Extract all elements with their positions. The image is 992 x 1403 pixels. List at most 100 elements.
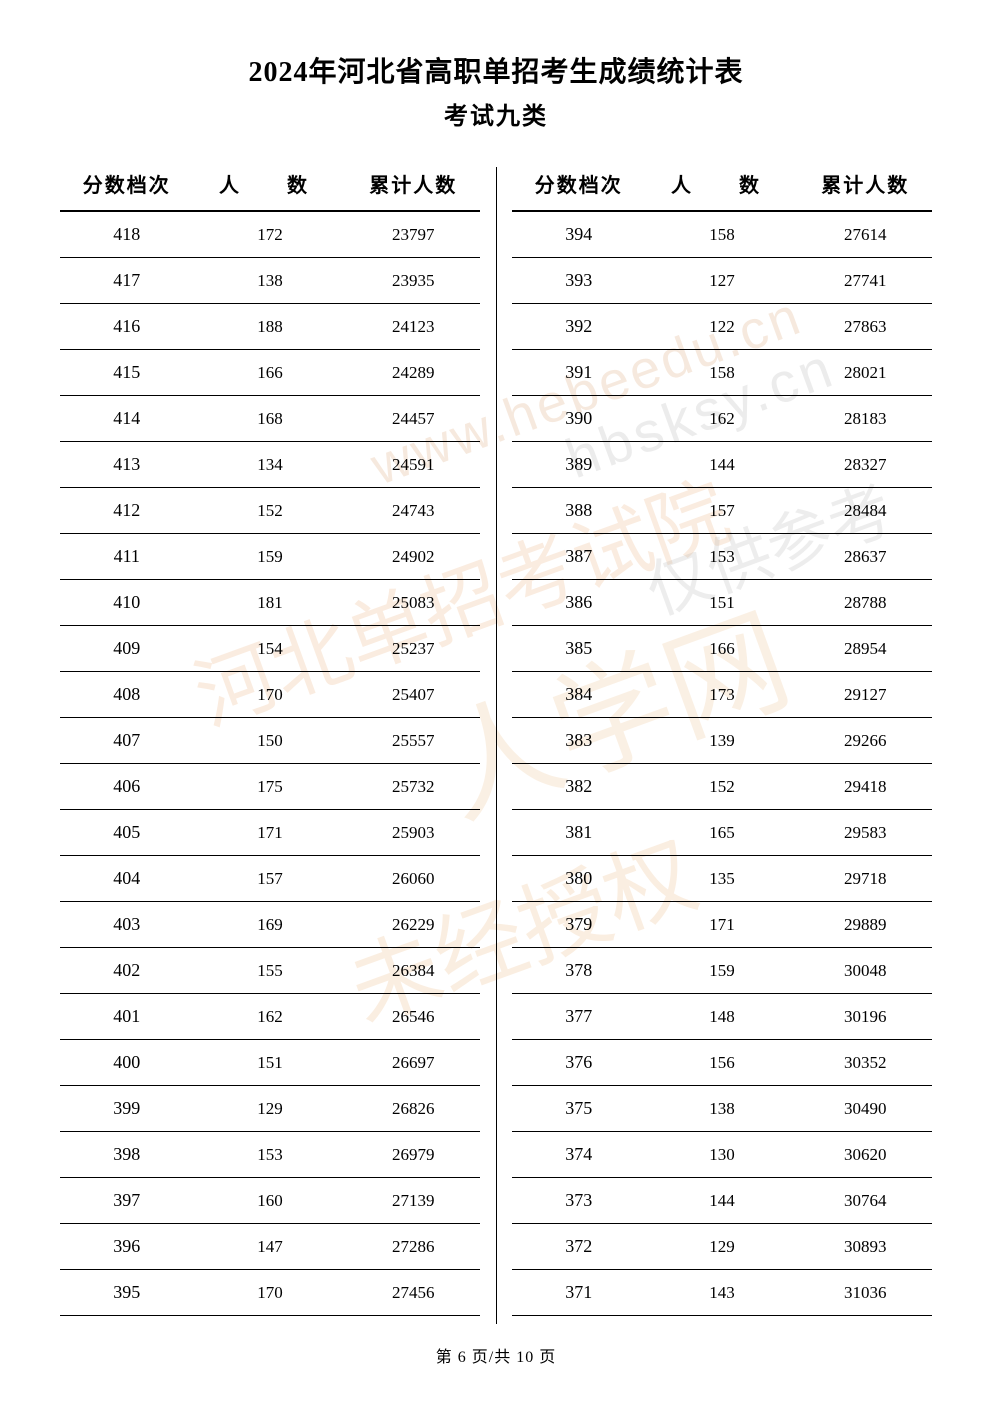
cell-cumulative: 26826 [346, 1086, 480, 1132]
table-row: 41215224743 [60, 488, 480, 534]
cell-count: 158 [646, 350, 799, 396]
page-footer: 第 6 页/共 10 页 [0, 1343, 992, 1367]
cell-cumulative: 24743 [346, 488, 480, 534]
cell-cumulative: 24457 [346, 396, 480, 442]
table-row: 40015126697 [60, 1040, 480, 1086]
table-row: 37212930893 [512, 1224, 932, 1270]
cell-score: 410 [60, 580, 194, 626]
table-row: 39912926826 [60, 1086, 480, 1132]
page-title: 2024年河北省高职单招考生成绩统计表 [60, 50, 932, 90]
table-row: 39716027139 [60, 1178, 480, 1224]
cell-score: 377 [512, 994, 646, 1040]
table-row: 41817223797 [60, 211, 480, 258]
table-row: 38914428327 [512, 442, 932, 488]
table-row: 37917129889 [512, 902, 932, 948]
cell-score: 401 [60, 994, 194, 1040]
cell-score: 386 [512, 580, 646, 626]
cell-cumulative: 27741 [798, 258, 932, 304]
cell-count: 159 [646, 948, 799, 994]
cell-cumulative: 25237 [346, 626, 480, 672]
table-row: 41416824457 [60, 396, 480, 442]
cell-count: 156 [646, 1040, 799, 1086]
cell-cumulative: 31036 [798, 1270, 932, 1316]
cell-cumulative: 29127 [798, 672, 932, 718]
cell-count: 169 [194, 902, 347, 948]
cell-score: 378 [512, 948, 646, 994]
cell-cumulative: 30352 [798, 1040, 932, 1086]
table-row: 38815728484 [512, 488, 932, 534]
cell-score: 380 [512, 856, 646, 902]
cell-cumulative: 26384 [346, 948, 480, 994]
cell-cumulative: 24591 [346, 442, 480, 488]
cell-score: 389 [512, 442, 646, 488]
cell-count: 159 [194, 534, 347, 580]
table-row: 37714830196 [512, 994, 932, 1040]
cell-cumulative: 28637 [798, 534, 932, 580]
cell-cumulative: 29266 [798, 718, 932, 764]
cell-cumulative: 26697 [346, 1040, 480, 1086]
cell-count: 162 [194, 994, 347, 1040]
table-row: 40715025557 [60, 718, 480, 764]
cell-score: 416 [60, 304, 194, 350]
cell-count: 188 [194, 304, 347, 350]
table-row: 41115924902 [60, 534, 480, 580]
cell-score: 373 [512, 1178, 646, 1224]
cell-score: 376 [512, 1040, 646, 1086]
cell-cumulative: 30490 [798, 1086, 932, 1132]
col-header-count: 人 数 [194, 159, 347, 211]
table-row: 41516624289 [60, 350, 480, 396]
cell-count: 170 [194, 672, 347, 718]
table-row: 39212227863 [512, 304, 932, 350]
cell-count: 148 [646, 994, 799, 1040]
cell-count: 160 [194, 1178, 347, 1224]
table-row: 38116529583 [512, 810, 932, 856]
cell-count: 129 [646, 1224, 799, 1270]
table-row: 38715328637 [512, 534, 932, 580]
col-header-cumulative: 累计人数 [346, 159, 480, 211]
cell-score: 397 [60, 1178, 194, 1224]
cell-score: 413 [60, 442, 194, 488]
table-row: 37615630352 [512, 1040, 932, 1086]
cell-count: 154 [194, 626, 347, 672]
cell-score: 374 [512, 1132, 646, 1178]
cell-count: 129 [194, 1086, 347, 1132]
page: 河北单招考试院 www.hebeedu.cn 人学网 hbsksy.cn 仅供参… [0, 0, 992, 1403]
cell-count: 153 [194, 1132, 347, 1178]
table-row: 41313424591 [60, 442, 480, 488]
table-row: 38615128788 [512, 580, 932, 626]
cell-score: 418 [60, 211, 194, 258]
table-row: 39016228183 [512, 396, 932, 442]
cell-cumulative: 28327 [798, 442, 932, 488]
cell-score: 417 [60, 258, 194, 304]
cell-count: 127 [646, 258, 799, 304]
cell-count: 134 [194, 442, 347, 488]
table-row: 37413030620 [512, 1132, 932, 1178]
cell-cumulative: 25732 [346, 764, 480, 810]
cell-cumulative: 29583 [798, 810, 932, 856]
table-row: 38215229418 [512, 764, 932, 810]
table-row: 38013529718 [512, 856, 932, 902]
cell-cumulative: 28183 [798, 396, 932, 442]
cell-score: 396 [60, 1224, 194, 1270]
cell-count: 171 [194, 810, 347, 856]
cell-cumulative: 25407 [346, 672, 480, 718]
cell-score: 406 [60, 764, 194, 810]
cell-count: 157 [646, 488, 799, 534]
cell-count: 135 [646, 856, 799, 902]
divider-line [496, 167, 497, 1324]
cell-cumulative: 29718 [798, 856, 932, 902]
cell-cumulative: 26546 [346, 994, 480, 1040]
cell-cumulative: 28788 [798, 580, 932, 626]
cell-score: 387 [512, 534, 646, 580]
cell-score: 407 [60, 718, 194, 764]
col-header-cumulative: 累计人数 [798, 159, 932, 211]
cell-count: 181 [194, 580, 347, 626]
cell-count: 144 [646, 442, 799, 488]
cell-score: 375 [512, 1086, 646, 1132]
cell-count: 153 [646, 534, 799, 580]
cell-count: 172 [194, 211, 347, 258]
cell-score: 409 [60, 626, 194, 672]
table-row: 41618824123 [60, 304, 480, 350]
table-row: 38417329127 [512, 672, 932, 718]
cell-count: 147 [194, 1224, 347, 1270]
